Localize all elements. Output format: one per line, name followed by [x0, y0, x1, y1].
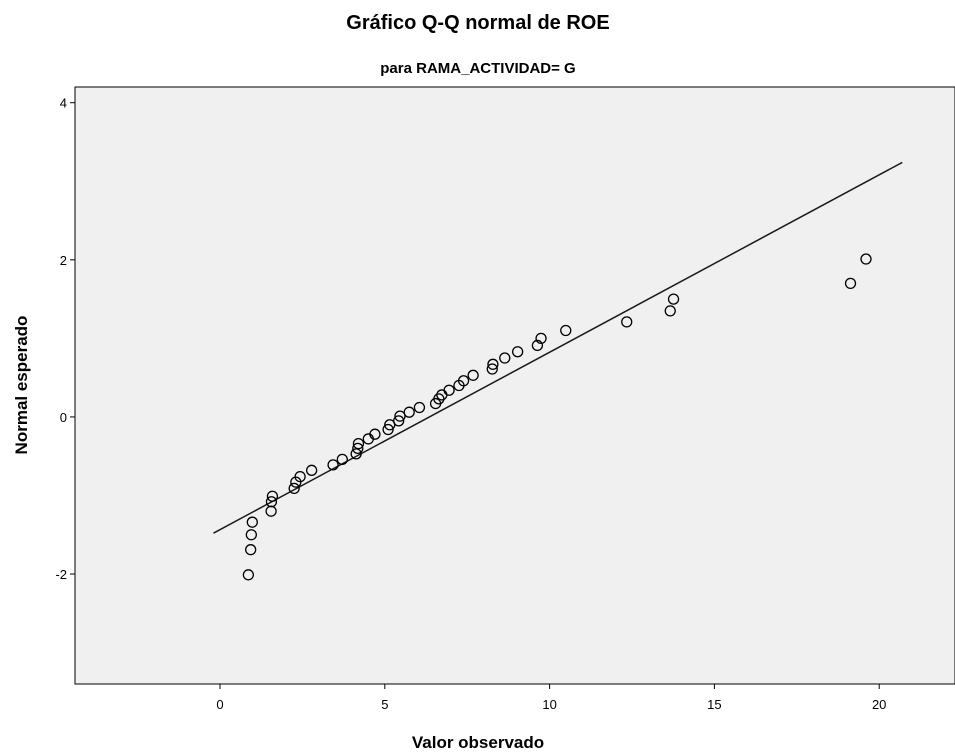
data-point [242, 569, 255, 581]
data-points [242, 253, 872, 581]
data-point [266, 490, 279, 502]
data-point [486, 363, 498, 375]
data-point [403, 406, 415, 418]
data-point [336, 453, 348, 465]
chart-title: Gráfico Q-Q normal de ROE [346, 12, 609, 34]
x-axis: 0 5 10 15 20 [216, 684, 886, 712]
x-tick-label: 5 [381, 697, 388, 712]
data-point [499, 352, 511, 364]
y-tick-label: 0 [60, 410, 67, 425]
y-axis: -2 0 2 4 [55, 96, 75, 582]
y-axis-label: Normal esperado [12, 316, 31, 455]
data-point [560, 324, 572, 337]
data-point [246, 516, 258, 528]
data-point [535, 332, 547, 345]
data-point [487, 358, 499, 370]
data-point [667, 293, 680, 305]
data-point [294, 470, 306, 483]
y-tick-label: 2 [60, 253, 67, 268]
data-point [369, 428, 381, 440]
data-point [860, 253, 872, 265]
data-point [511, 346, 524, 358]
data-point [394, 410, 406, 422]
data-point [352, 442, 364, 454]
x-tick-label: 0 [216, 697, 223, 712]
data-point [245, 529, 257, 541]
data-point [393, 415, 405, 427]
data-point [844, 277, 857, 290]
data-point [265, 496, 278, 508]
data-point [531, 339, 544, 352]
data-point [245, 544, 257, 556]
reference-line [213, 161, 903, 534]
data-point [467, 369, 479, 381]
x-tick-label: 20 [872, 697, 886, 712]
data-point [305, 464, 318, 476]
plot-area [74, 86, 955, 685]
x-axis-label: Valor observado [412, 733, 544, 752]
data-point [413, 401, 426, 414]
data-point [457, 375, 470, 387]
data-point [443, 384, 455, 396]
data-point [664, 305, 676, 317]
data-point [621, 316, 633, 328]
x-tick-label: 15 [707, 697, 721, 712]
data-point [350, 448, 362, 460]
x-tick-label: 10 [542, 697, 556, 712]
chart-subtitle: para RAMA_ACTIVIDAD= G [380, 60, 575, 77]
data-point [352, 437, 365, 450]
y-tick-label: -2 [55, 567, 67, 582]
data-point [327, 459, 339, 471]
y-tick-label: 4 [60, 96, 67, 111]
data-point [288, 482, 300, 495]
data-point [382, 423, 394, 436]
